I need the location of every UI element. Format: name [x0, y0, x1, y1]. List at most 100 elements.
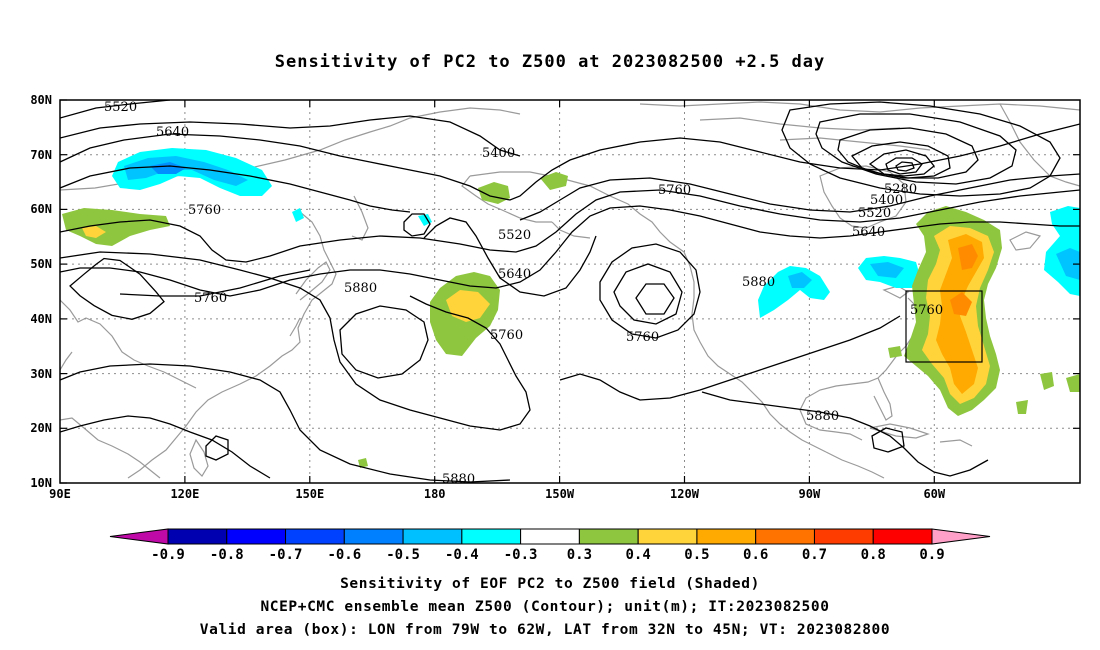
contour-label: 5880 [344, 281, 377, 296]
contour-label: 5880 [742, 275, 775, 290]
contour-label: 5520 [498, 228, 531, 243]
contour-label: 5760 [490, 328, 523, 343]
pos-area-small-c [358, 458, 368, 468]
caption-line-2: NCEP+CMC ensemble mean Z500 (Contour); u… [260, 599, 829, 615]
colorbar-swatch [637, 528, 698, 545]
coastlines [60, 101, 1080, 479]
pos-area-eastcoast-dark [958, 244, 978, 270]
colorbar-label: -0.9 [151, 547, 185, 563]
lat-label: 10N [30, 476, 52, 490]
pos-area-small-e [1016, 400, 1028, 414]
neg-area-pacific-core [788, 272, 812, 288]
colorbar-swatch [755, 528, 815, 545]
neg-area-eastasia-core2 [150, 162, 186, 174]
contour-label: 5400 [870, 193, 903, 208]
neg-area-atlantic-core [1056, 248, 1080, 280]
lat-label: 30N [30, 367, 52, 381]
contour-label: 5640 [852, 225, 885, 240]
contour-label: 5760 [658, 183, 691, 198]
caption-line-3: Valid area (box): LON from 79W to 62W, L… [200, 622, 890, 638]
colorbar-label: 0.7 [802, 547, 827, 563]
contour-label: 5880 [442, 472, 475, 487]
lat-label: 50N [30, 257, 52, 271]
neg-area-eastasia-core [124, 156, 248, 186]
footer-captions: Sensitivity of EOF PC2 to Z500 field (Sh… [200, 576, 890, 638]
colorbar-swatch [696, 528, 757, 545]
colorbar-label: -0.3 [504, 547, 538, 563]
pos-area-small-b [540, 172, 568, 190]
caption-line-1: Sensitivity of EOF PC2 to Z500 field (Sh… [340, 576, 760, 592]
lat-label: 60N [30, 202, 52, 216]
map-frame [59, 99, 1081, 484]
colorbar-swatch [285, 528, 345, 545]
contour-label: 5640 [498, 267, 531, 282]
pos-area-small-f [888, 346, 902, 358]
pos-area-asia-core [82, 226, 106, 238]
figure-title: Sensitivity of PC2 to Z500 at 2023082500… [275, 52, 826, 72]
lon-labels: 90E 120E 150E 180 150W 120W 90W 60W [49, 487, 946, 501]
contour-label: 5520 [104, 100, 137, 115]
lon-label: 180 [424, 487, 446, 501]
map-panel: 5520 5640 5760 5400 5520 5640 5760 5880 … [60, 100, 1080, 487]
colorbar-min-arrow [109, 528, 169, 545]
contour-label: 5760 [188, 203, 221, 218]
pos-area-small-d [1040, 372, 1054, 390]
contour-label: 5520 [858, 206, 891, 221]
colorbar-label: 0.4 [626, 547, 651, 563]
colorbar-swatch [402, 528, 463, 545]
neg-area-small2 [418, 214, 432, 226]
pos-area-eastcoast-dark2 [950, 292, 972, 316]
lat-label: 40N [30, 312, 52, 326]
neg-area-small1 [292, 208, 304, 222]
contour-label: 5280 [884, 182, 917, 197]
contour-label: 5760 [910, 303, 943, 318]
colorbar-swatch [813, 528, 874, 545]
colorbar-max-arrow [931, 528, 991, 545]
tick-marks [60, 99, 1080, 484]
colorbar-label: -0.5 [386, 547, 420, 563]
lon-label: 120E [170, 487, 199, 501]
colorbar-label: 0.8 [861, 547, 886, 563]
contour-label: 5760 [626, 330, 659, 345]
colorbar: -0.9 -0.8 -0.7 -0.6 -0.5 -0.4 -0.3 0.3 0.4 0.5 0.6… [109, 528, 991, 563]
sensitivity-shading [62, 148, 1080, 468]
colorbar-swatch [343, 528, 404, 545]
lon-label: 60W [923, 487, 945, 501]
contour-label: 5400 [482, 146, 515, 161]
lat-label: 20N [30, 421, 52, 435]
pos-area-dateline-core [446, 290, 490, 322]
contour-labels: 5520 5640 5760 5400 5520 5640 5760 5880 … [104, 100, 943, 487]
lat-labels: 80N 70N 60N 50N 40N 30N 20N 10N [30, 93, 52, 490]
lon-label: 120W [670, 487, 700, 501]
colorbar-swatch [578, 528, 639, 545]
contour-label: 5760 [194, 291, 227, 306]
lon-label: 90W [799, 487, 821, 501]
neg-area-canada-core [870, 262, 904, 278]
lat-label: 70N [30, 148, 52, 162]
colorbar-swatch [872, 528, 933, 545]
graticule [60, 100, 1080, 483]
lon-label: 150E [295, 487, 324, 501]
pos-area-small-g [1066, 374, 1080, 392]
colorbar-label: -0.4 [445, 547, 479, 563]
colorbar-swatch [226, 528, 287, 545]
colorbar-label: 0.9 [919, 547, 944, 563]
colorbar-label: 0.5 [684, 547, 709, 563]
z500-contours [60, 100, 1080, 483]
colorbar-label: -0.8 [210, 547, 244, 563]
contour-label: 5880 [806, 409, 839, 424]
valid-area-box [905, 290, 983, 363]
colorbar-label: 0.6 [743, 547, 768, 563]
neg-area-pacific [758, 266, 830, 318]
lon-label: 150W [545, 487, 575, 501]
contour-label: 5640 [156, 125, 189, 140]
colorbar-label: -0.7 [269, 547, 303, 563]
colorbar-label: 0.3 [567, 547, 592, 563]
colorbar-label: -0.6 [327, 547, 361, 563]
colorbar-swatch [167, 528, 228, 545]
colorbar-swatch [520, 528, 580, 545]
lat-label: 80N [30, 93, 52, 107]
colorbar-swatch [461, 528, 522, 545]
lon-label: 90E [49, 487, 71, 501]
